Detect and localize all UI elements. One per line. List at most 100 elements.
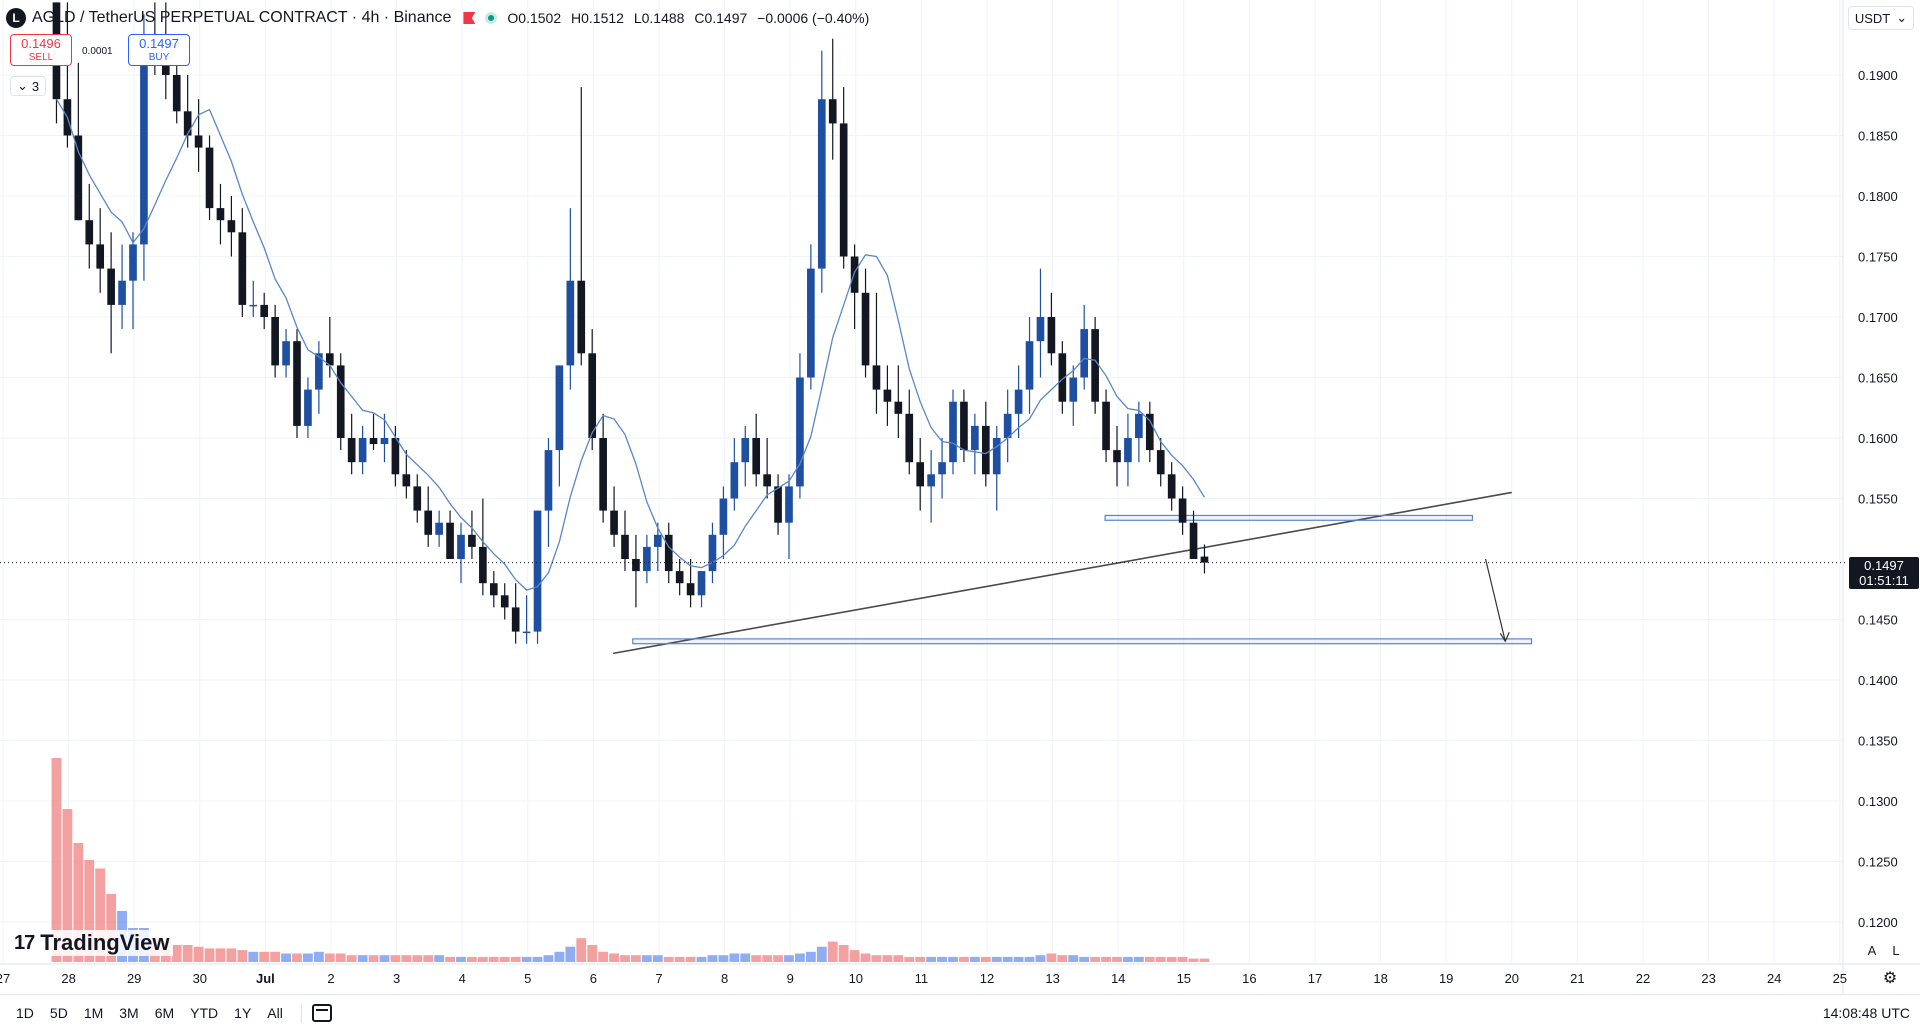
- candle-up: [1014, 389, 1023, 414]
- candle-down: [1113, 450, 1121, 463]
- drawings[interactable]: [612, 491, 1533, 655]
- time-tick-label: 21: [1570, 971, 1584, 986]
- volume-bar: [718, 955, 729, 962]
- volume-bar: [707, 955, 718, 962]
- logo-text: TradingView: [40, 930, 170, 955]
- range-button-1m[interactable]: 1M: [83, 1005, 104, 1021]
- candle-up: [992, 438, 1001, 475]
- volume-bar: [84, 860, 95, 962]
- candle-down: [774, 486, 782, 523]
- volume-bar: [270, 951, 281, 962]
- candle-down: [183, 111, 192, 136]
- time-tick-label: 29: [127, 971, 141, 986]
- log-scale-button[interactable]: L: [1892, 942, 1900, 958]
- auto-scale-button[interactable]: A: [1867, 942, 1877, 958]
- volume-bar: [674, 956, 685, 962]
- volume-bar: [456, 956, 466, 962]
- candle-down: [369, 438, 378, 445]
- flag-icon[interactable]: [463, 12, 476, 24]
- volume-bar: [805, 951, 816, 962]
- volume-bars: [51, 758, 1210, 962]
- currency-selector[interactable]: USDT ⌄: [1848, 6, 1914, 30]
- sell-button[interactable]: 0.1496 SELL: [10, 34, 72, 66]
- calendar-icon[interactable]: [311, 1004, 332, 1022]
- volume-bar: [521, 956, 532, 962]
- range-button-3m[interactable]: 3M: [119, 1005, 139, 1021]
- indicators-toggle[interactable]: ⌄ 3: [10, 76, 47, 96]
- current-price-tag: 0.1497 01:51:11: [1849, 557, 1919, 589]
- candle-up: [1025, 341, 1034, 390]
- candle-down: [446, 522, 454, 559]
- candle-down: [172, 75, 181, 112]
- time-tick-label: 23: [1701, 971, 1715, 986]
- price-tick-label: 0.1450: [1858, 613, 1898, 628]
- projection-arrow-line: [1484, 558, 1506, 642]
- candle-up: [380, 438, 389, 445]
- chart-canvas[interactable]: 0.1900 0.1850 0.1800 0.1750 0.1700 0.1650 0.16…: [0, 0, 1920, 994]
- candle-down: [861, 292, 870, 366]
- candle-down: [260, 304, 269, 317]
- tradingview-logo[interactable]: 17 TradingView: [10, 930, 174, 956]
- volume-bar: [1123, 956, 1133, 962]
- volume-bar: [631, 955, 641, 962]
- volume-bar: [827, 941, 838, 962]
- volume-bar: [1046, 953, 1057, 962]
- settings-gear-icon[interactable]: ⚙: [1882, 970, 1898, 987]
- candle-up: [533, 510, 542, 632]
- candle-down: [1102, 401, 1110, 451]
- time-axis[interactable]: 27282930Jul23456789101112131415161718192…: [0, 971, 1847, 986]
- buy-button[interactable]: 0.1497 BUY: [128, 34, 190, 66]
- volume-bar: [499, 956, 510, 962]
- support-zone-mid: [1104, 514, 1474, 521]
- candle-down: [227, 220, 236, 233]
- volume-bar: [948, 956, 958, 962]
- volume-bar: [1166, 956, 1177, 962]
- volume-bar: [598, 951, 609, 962]
- spread-value: 0.0001: [82, 46, 113, 57]
- price-axis[interactable]: 0.1900 0.1850 0.1800 0.1750 0.1700 0.1650 0.16…: [1858, 68, 1898, 930]
- candle-up: [785, 486, 793, 523]
- candle-down: [621, 534, 629, 559]
- volume-bar: [1002, 956, 1013, 962]
- volume-bar: [1101, 956, 1111, 962]
- range-button-1d[interactable]: 1D: [16, 1005, 34, 1021]
- candle-up: [971, 425, 979, 451]
- volume-bar: [1155, 956, 1166, 962]
- time-tick-label: 18: [1373, 971, 1387, 986]
- volume-bar: [849, 950, 860, 962]
- volume-bar: [204, 948, 215, 962]
- volume-bar: [740, 953, 751, 962]
- symbol-legend: L AGLD / TetherUS PERPETUAL CONTRACT · 4…: [6, 6, 875, 30]
- candle-up: [358, 438, 367, 463]
- candle-up: [315, 353, 323, 390]
- candle-down: [905, 413, 914, 463]
- volume-bar: [576, 938, 587, 962]
- symbol-title[interactable]: AGLD / TetherUS PERPETUAL CONTRACT · 4h …: [32, 9, 452, 26]
- ohlc-low: L0.1488: [633, 10, 685, 26]
- volume-bar: [937, 956, 947, 962]
- range-button-ytd[interactable]: YTD: [190, 1005, 219, 1021]
- range-button-6m[interactable]: 6M: [154, 1005, 175, 1021]
- candle-down: [577, 280, 586, 354]
- candle-up: [522, 631, 531, 634]
- price-tick-label: 0.1700: [1858, 310, 1898, 325]
- time-tick-label: 6: [590, 971, 597, 986]
- price-tick-label: 0.1800: [1858, 189, 1898, 204]
- volume-bar: [543, 955, 554, 962]
- volume-bar: [991, 956, 1002, 962]
- candle-down: [850, 256, 859, 293]
- candle-up: [719, 498, 728, 535]
- candle-down: [96, 244, 105, 269]
- volume-bar: [696, 956, 707, 962]
- candle-down: [588, 353, 597, 438]
- time-tick-label: 3: [393, 971, 400, 986]
- range-button-all[interactable]: All: [267, 1005, 283, 1021]
- range-button-1y[interactable]: 1Y: [234, 1005, 252, 1021]
- candle-up: [435, 522, 443, 535]
- utc-clock[interactable]: 14:08:48 UTC: [1822, 1005, 1910, 1021]
- candle-down: [424, 510, 433, 535]
- price-tick-label: 0.1650: [1858, 371, 1898, 386]
- tradingview-mark-icon: 17: [14, 931, 35, 954]
- volume-bar: [565, 946, 576, 962]
- range-button-5d[interactable]: 5D: [49, 1005, 68, 1021]
